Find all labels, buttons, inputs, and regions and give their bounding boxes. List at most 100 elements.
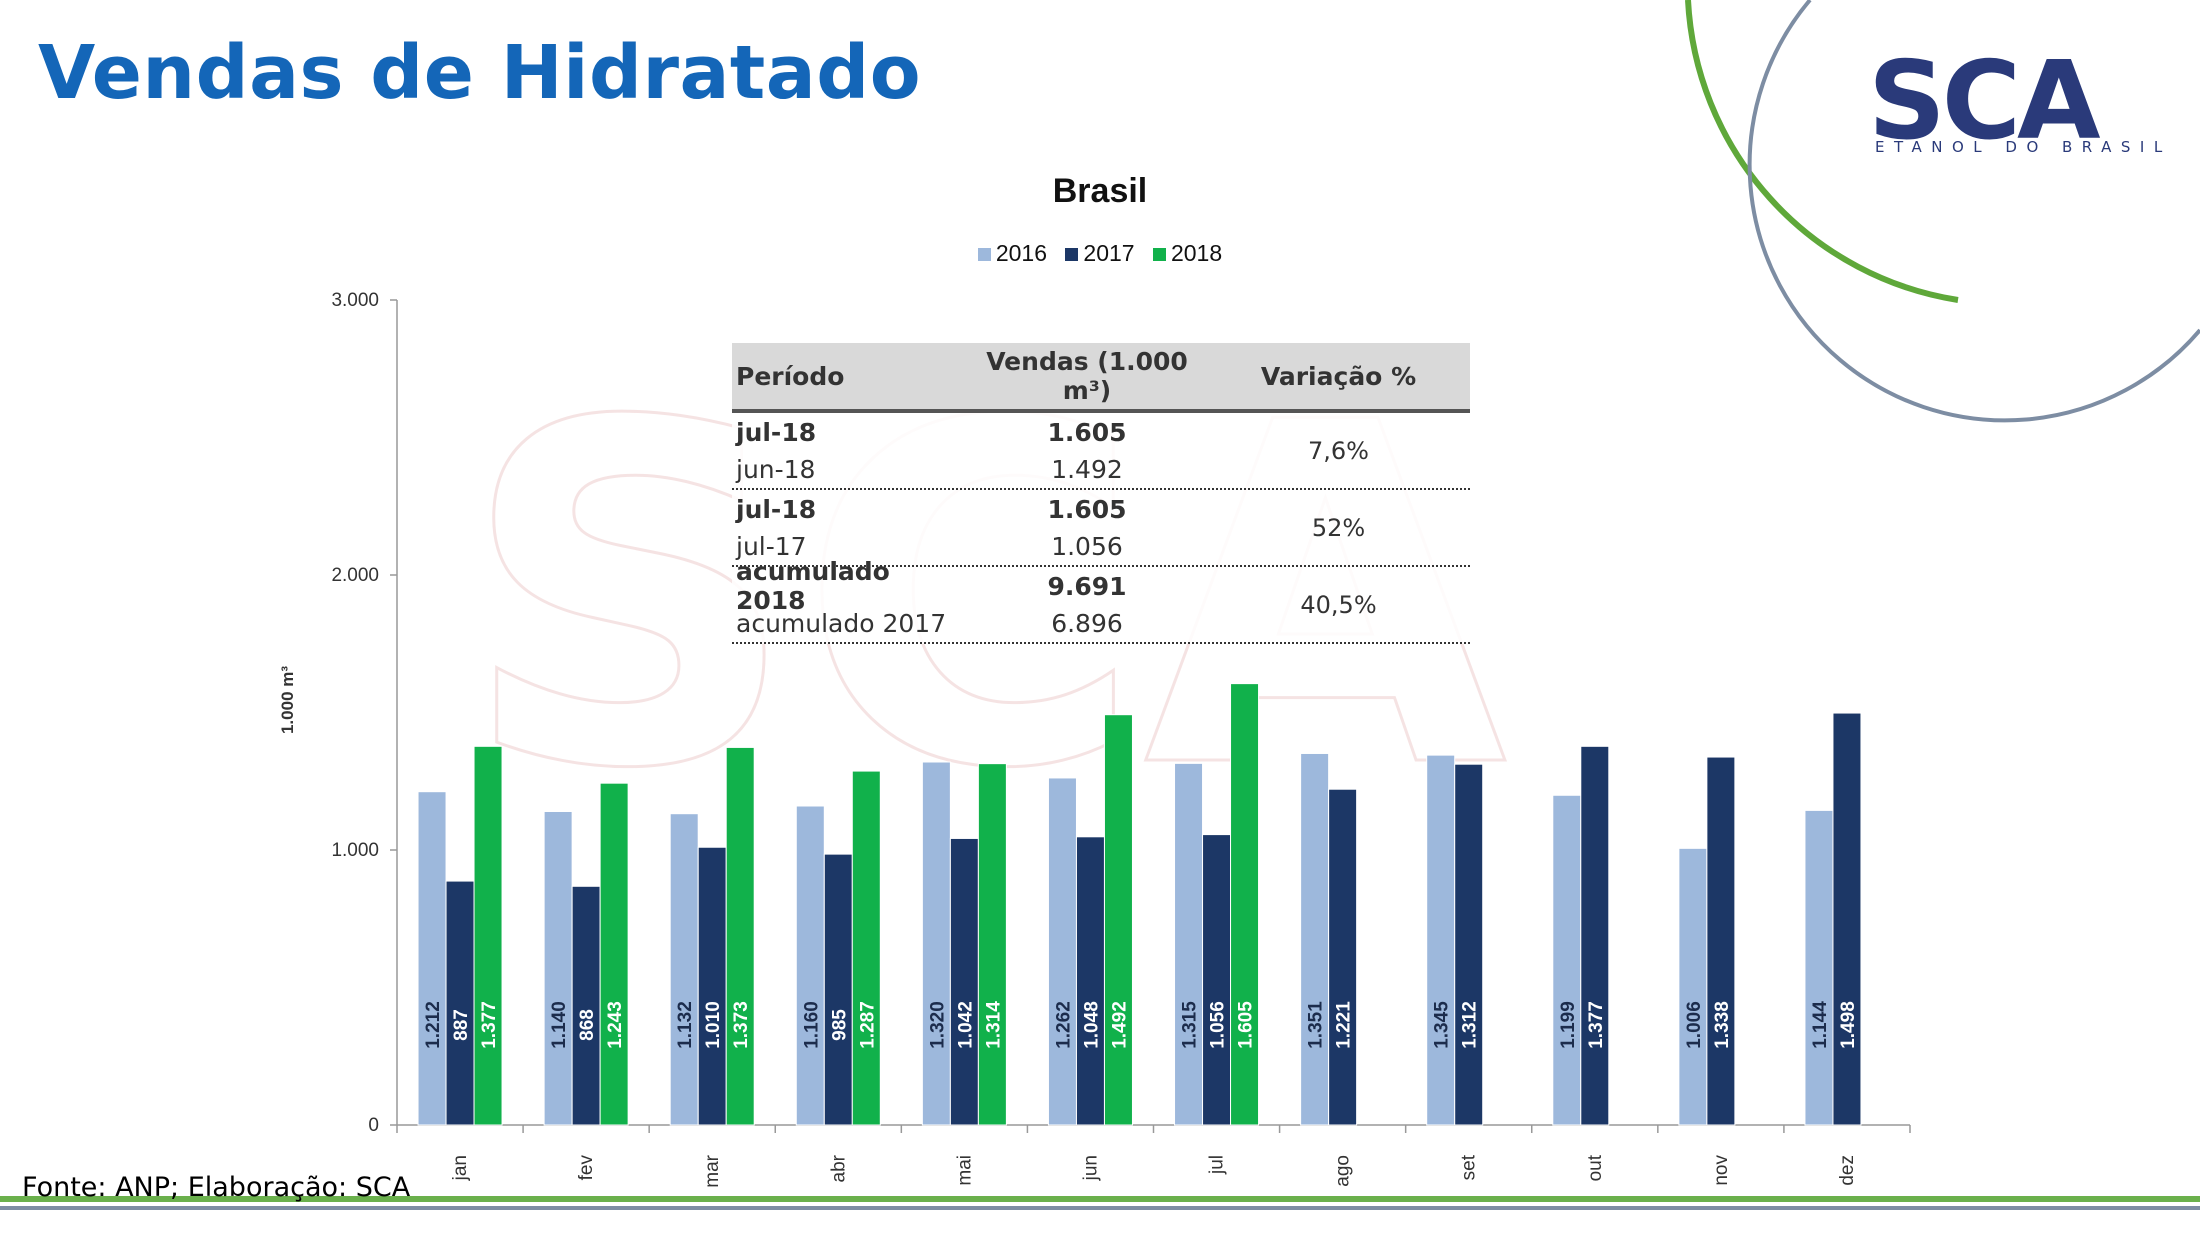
bar-2016-jun	[1047, 777, 1077, 1126]
bar-2016-jan	[417, 791, 447, 1126]
bar-2016-mai	[921, 761, 951, 1126]
bar-2016-out	[1552, 794, 1582, 1126]
bar-2018-mar	[725, 746, 755, 1126]
data-label-2016-set: 1.345	[1432, 1001, 1453, 1049]
data-label-2016-nov: 1.006	[1684, 1001, 1705, 1049]
table-row: acumulado 2018 9.691	[732, 557, 1207, 615]
bar-2018-mai	[977, 763, 1007, 1126]
gray-arc	[1747, 0, 2200, 423]
header-sales: Vendas (1.000 m³)	[986, 347, 1188, 405]
data-label-2017-dez: 1.498	[1838, 1001, 1859, 1049]
x-tick-label-jun: jun	[1080, 1155, 1101, 1181]
row-period: jun-18	[736, 454, 816, 484]
data-label-2017-jun: 1.048	[1081, 1001, 1102, 1049]
data-label-2016-dez: 1.144	[1810, 1001, 1831, 1049]
data-label-2017-jan: 887	[451, 1009, 472, 1041]
x-tick-label-fev: fev	[576, 1155, 597, 1181]
row-value: 9.691	[1047, 571, 1127, 601]
logo-wordmark: SCA	[1868, 39, 2101, 164]
chart-title: Brasil	[1052, 172, 1148, 210]
data-label-2018-jul: 1.605	[1236, 1001, 1257, 1049]
x-tick-label-abr: abr	[828, 1154, 849, 1182]
y-tick-label: 0	[368, 1115, 379, 1136]
table-row: jul-17 1.056	[732, 528, 1207, 565]
bar-2016-nov	[1678, 847, 1708, 1126]
legend-item-2016: 2016	[977, 240, 1048, 267]
table-group: jul-18 1.605 jun-18 1.492 7,6%	[732, 413, 1470, 490]
y-tick-label: 3.000	[331, 290, 379, 311]
green-arc	[1685, 0, 1959, 303]
row-period: acumulado 2018	[736, 557, 890, 615]
data-label-2017-abr: 985	[829, 1009, 850, 1041]
bar-2016-set	[1426, 754, 1456, 1126]
legend-item-2018: 2018	[1152, 240, 1223, 267]
legend-label-2016: 2016	[995, 240, 1048, 266]
row-period: jul-17	[736, 531, 807, 561]
row-value: 1.492	[1051, 454, 1123, 484]
bar-2017-nov	[1706, 756, 1736, 1126]
data-label-2016-jun: 1.262	[1053, 1001, 1074, 1049]
data-label-2016-jul: 1.315	[1180, 1001, 1201, 1049]
x-tick-label-nov: nov	[1711, 1155, 1732, 1186]
x-tick-label-out: out	[1585, 1154, 1606, 1181]
bar-2016-jul	[1174, 762, 1204, 1126]
bar-2017-mar	[697, 846, 727, 1126]
data-label-2018-mar: 1.373	[731, 1001, 752, 1049]
x-tick-label-mai: mai	[954, 1155, 975, 1186]
row-variation: 7,6%	[1308, 436, 1369, 465]
bar-2017-out	[1580, 745, 1610, 1126]
row-value: 1.056	[1051, 531, 1123, 561]
chart-legend: 2016 2017 2018	[0, 240, 2200, 267]
bar-2017-jan	[445, 880, 475, 1126]
legend-label-2018: 2018	[1170, 240, 1223, 266]
header-period: Período	[736, 361, 845, 391]
data-label-2017-jul: 1.056	[1208, 1001, 1229, 1049]
row-value: 1.605	[1047, 417, 1127, 447]
bar-2017-ago	[1328, 788, 1358, 1126]
bottom-stripe-gray	[0, 1206, 2200, 1210]
data-label-2017-fev: 868	[577, 1009, 598, 1041]
bar-2016-abr	[795, 805, 825, 1126]
data-label-2018-abr: 1.287	[857, 1001, 878, 1049]
data-label-2018-jan: 1.377	[479, 1001, 500, 1049]
bar-2017-mai	[949, 837, 979, 1126]
data-label-2017-out: 1.377	[1586, 1001, 1607, 1049]
bar-2016-mar	[669, 813, 699, 1126]
data-label-2016-ago: 1.351	[1306, 1001, 1327, 1049]
bar-2018-fev	[599, 782, 629, 1126]
bar-2018-jul	[1230, 683, 1260, 1126]
bar-2017-fev	[571, 885, 601, 1126]
row-value: 6.896	[1051, 608, 1123, 638]
data-label-2017-mar: 1.010	[703, 1001, 724, 1049]
data-label-2018-fev: 1.243	[605, 1001, 626, 1049]
bar-2018-abr	[851, 770, 881, 1126]
y-tick-label: 2.000	[331, 565, 379, 586]
table-row: jul-18 1.605	[732, 414, 1207, 451]
row-period: jul-18	[736, 417, 817, 447]
data-label-2016-fev: 1.140	[549, 1001, 570, 1049]
header-variation: Variação %	[1260, 361, 1417, 391]
data-label-2016-jan: 1.212	[423, 1001, 444, 1049]
row-variation: 52%	[1311, 513, 1366, 542]
table-row: jul-18 1.605	[732, 491, 1207, 528]
row-period: jul-18	[736, 494, 817, 524]
data-label-2016-mar: 1.132	[675, 1001, 696, 1049]
legend-item-2017: 2017	[1065, 240, 1135, 267]
legend-swatch-2017	[1065, 248, 1079, 262]
data-label-2017-mai: 1.042	[955, 1001, 976, 1049]
data-label-2016-out: 1.199	[1558, 1001, 1579, 1049]
bar-2016-dez	[1804, 809, 1834, 1126]
legend-swatch-2016	[977, 248, 991, 262]
x-tick-label-jan: jan	[450, 1155, 471, 1181]
table-header: Período Vendas (1.000 m³) Variação %	[732, 343, 1470, 413]
bottom-stripe-green	[0, 1196, 2200, 1202]
data-label-2016-mai: 1.320	[927, 1001, 948, 1049]
bar-2017-jun	[1075, 836, 1105, 1126]
table-group: acumulado 2018 9.691 acumulado 2017 6.89…	[732, 557, 1470, 644]
x-tick-label-ago: ago	[1333, 1155, 1354, 1187]
bar-2018-jun	[1103, 714, 1133, 1126]
page-title: Vendas de Hidratado	[38, 30, 922, 116]
legend-label-2017: 2017	[1083, 240, 1135, 266]
y-tick-label: 1.000	[331, 840, 379, 861]
